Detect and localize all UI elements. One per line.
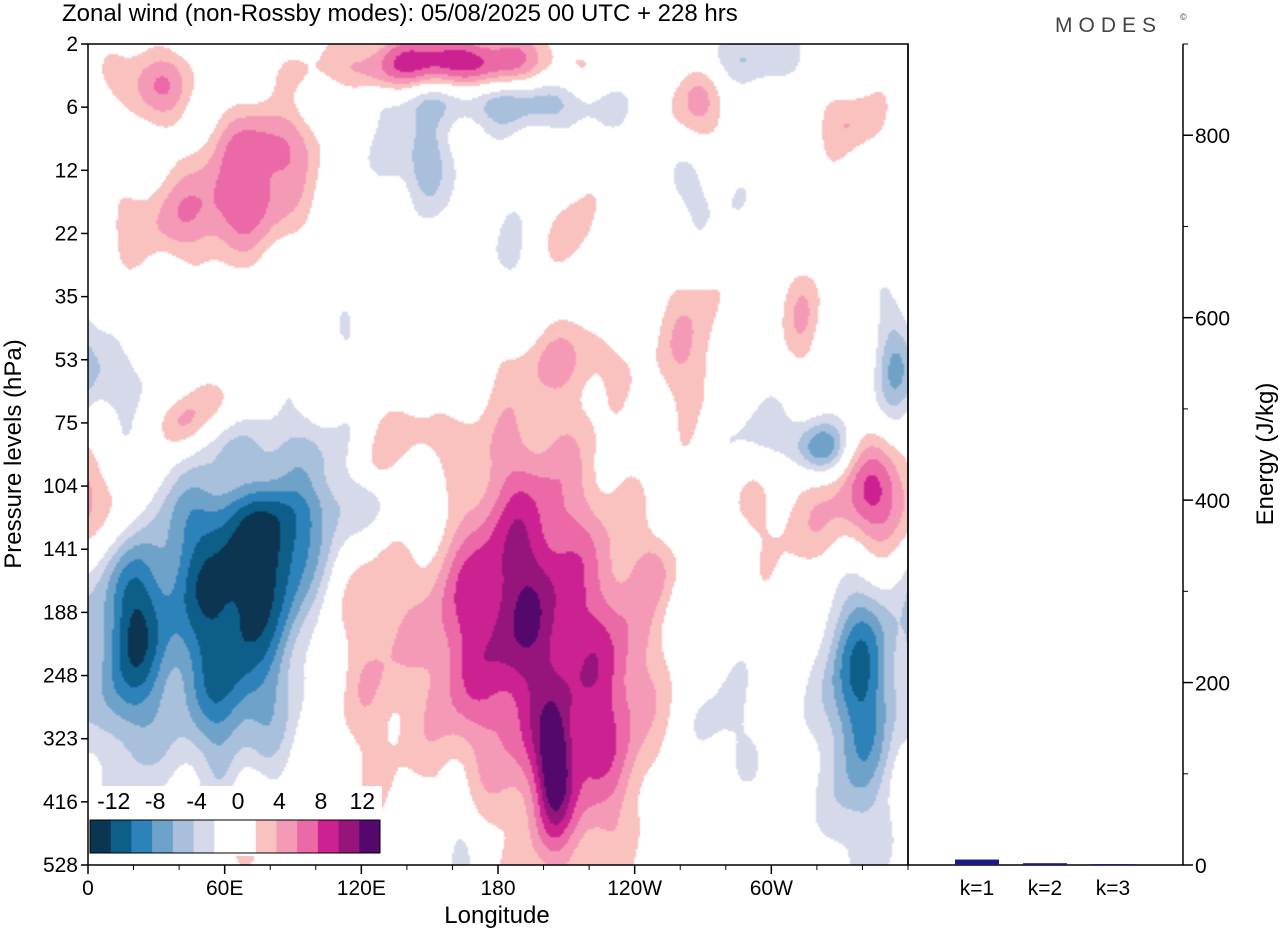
energy-category-label: k=2 bbox=[1028, 877, 1062, 900]
colorbar-swatch bbox=[214, 820, 235, 853]
colorbar-swatch bbox=[194, 820, 215, 853]
colorbar-tick-label: 0 bbox=[232, 788, 245, 814]
y-tick-label: 12 bbox=[55, 159, 78, 182]
colorbar-tick-label: 4 bbox=[273, 788, 286, 814]
y-tick-label: 22 bbox=[55, 222, 78, 245]
x-tick-label: 60W bbox=[750, 877, 793, 900]
colorbar-tick-label: -4 bbox=[186, 788, 207, 814]
chart-title: Zonal wind (non-Rossby modes): 05/08/202… bbox=[62, 0, 738, 27]
colorbar-swatch bbox=[318, 820, 339, 853]
colorbar-tick-label: 12 bbox=[349, 788, 375, 814]
energy-bar bbox=[1091, 864, 1135, 865]
colorbar-swatch bbox=[152, 820, 173, 853]
energy-tick-label: 600 bbox=[1195, 308, 1230, 331]
y-tick-label: 188 bbox=[43, 601, 78, 624]
x-tick-label: 0 bbox=[82, 877, 94, 900]
energy-tick-label: 400 bbox=[1195, 490, 1230, 513]
energy-tick-label: 0 bbox=[1195, 855, 1207, 878]
y-tick-label: 416 bbox=[43, 791, 78, 814]
y-tick-label: 104 bbox=[43, 475, 78, 498]
zonal-wind-heatmap bbox=[88, 44, 908, 865]
modes-logo-text: MODES bbox=[1055, 14, 1162, 37]
y-tick-label: 2 bbox=[66, 33, 78, 56]
colorbar-swatch bbox=[173, 820, 194, 853]
colorbar-swatch bbox=[297, 820, 318, 853]
y-tick-label: 35 bbox=[55, 286, 78, 309]
colorbar-swatch bbox=[359, 820, 380, 853]
colorbar-swatch bbox=[235, 820, 256, 853]
x-tick-label: 180 bbox=[480, 877, 515, 900]
energy-bar-panel: 0 200 400 600 800 k=1 k=2 k=3 bbox=[908, 44, 1230, 900]
colorbar-tick-label: -8 bbox=[145, 788, 165, 814]
pressure-axis: 2 6 12 22 35 53 75 104 141 188 248 323 416 528 bbox=[43, 33, 88, 877]
colorbar-swatch bbox=[90, 820, 111, 853]
colorbar-legend: -12 -8 -4 0 4 8 12 bbox=[88, 786, 382, 856]
y-tick-label: 53 bbox=[55, 349, 78, 372]
x-tick-label: 120W bbox=[607, 877, 662, 900]
energy-axis-label: Energy (J/kg) bbox=[1252, 383, 1279, 526]
colorbar-swatch bbox=[339, 820, 360, 853]
y-tick-label: 75 bbox=[55, 412, 78, 435]
y-axis-label: Pressure levels (hPa) bbox=[0, 339, 27, 568]
colorbar-tick-label: 8 bbox=[314, 788, 327, 814]
x-tick-label: 120E bbox=[337, 877, 386, 900]
modes-logo-mark: © bbox=[1180, 12, 1187, 22]
energy-bar bbox=[1023, 863, 1067, 865]
colorbar-swatch bbox=[131, 820, 152, 853]
energy-category-label: k=3 bbox=[1096, 877, 1130, 900]
x-axis-label: Longitude bbox=[444, 902, 549, 929]
colorbar-tick-label: -12 bbox=[97, 788, 130, 814]
colorbar-swatch bbox=[111, 820, 132, 853]
y-tick-label: 6 bbox=[66, 96, 78, 119]
y-tick-label: 141 bbox=[43, 538, 78, 561]
colorbar-swatch bbox=[256, 820, 277, 853]
y-tick-label: 323 bbox=[43, 728, 78, 751]
y-tick-label: 528 bbox=[43, 854, 78, 877]
energy-bar bbox=[955, 860, 999, 865]
colorbar-swatch bbox=[276, 820, 297, 853]
x-tick-label: 60E bbox=[206, 877, 243, 900]
energy-tick-label: 200 bbox=[1195, 673, 1230, 696]
energy-category-label: k=1 bbox=[960, 877, 994, 900]
chart-figure: Zonal wind (non-Rossby modes): 05/08/202… bbox=[0, 0, 1280, 930]
energy-tick-label: 800 bbox=[1195, 125, 1230, 148]
y-tick-label: 248 bbox=[43, 665, 78, 688]
longitude-axis: 0 60E 120E 180 120W 60W bbox=[82, 865, 908, 900]
